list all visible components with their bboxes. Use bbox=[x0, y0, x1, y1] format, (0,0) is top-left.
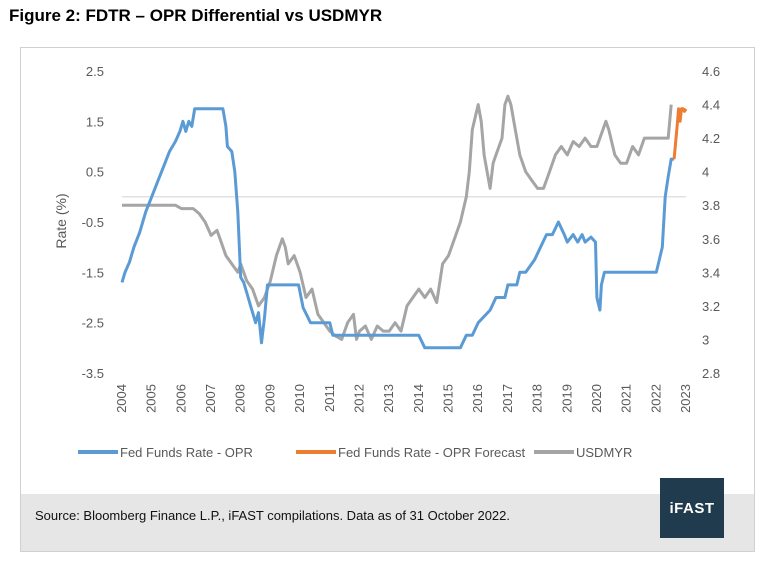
y-axis-ticks: 2.5 1.5 0.5 -0.5 -1.5 -2.5 -3.5 bbox=[82, 64, 104, 381]
series-lines bbox=[120, 94, 688, 350]
x-tick-label: 2004 bbox=[114, 384, 129, 413]
x-tick-label: 2020 bbox=[589, 384, 604, 413]
x-tick-label: 2008 bbox=[233, 384, 248, 413]
legend-label: Fed Funds Rate - OPR bbox=[120, 445, 253, 460]
x-tick-label: 2017 bbox=[500, 384, 515, 413]
x-tick-label: 2011 bbox=[322, 384, 337, 412]
y-tick-label: -0.5 bbox=[82, 215, 104, 230]
x-tick-label: 2018 bbox=[530, 384, 545, 413]
x-tick-label: 2014 bbox=[411, 384, 426, 413]
y-tick-label: 0.5 bbox=[86, 165, 104, 180]
y-tick-label: 1.5 bbox=[86, 114, 104, 129]
y-tick-label: 2.5 bbox=[86, 64, 104, 79]
y2-tick-label: 3.4 bbox=[702, 265, 720, 280]
x-tick-label: 2021 bbox=[619, 384, 634, 413]
y2-tick-label: 3 bbox=[702, 332, 709, 347]
x-tick-label: 2013 bbox=[381, 384, 396, 413]
y2-tick-label: 4.6 bbox=[702, 64, 720, 79]
x-tick-label: 2019 bbox=[559, 384, 574, 413]
x-tick-label: 2010 bbox=[292, 384, 307, 413]
y2-tick-label: 3.8 bbox=[702, 198, 720, 213]
y-tick-label: -3.5 bbox=[82, 366, 104, 381]
x-tick-label: 2016 bbox=[470, 384, 485, 413]
x-tick-label: 2023 bbox=[678, 384, 693, 413]
chart-panel bbox=[20, 47, 755, 552]
x-tick-label: 2015 bbox=[441, 384, 456, 413]
series-line-usdmyr bbox=[122, 94, 673, 341]
figure-title: Figure 2: FDTR – OPR Differential vs USD… bbox=[9, 6, 383, 25]
y-tick-label: -1.5 bbox=[82, 265, 104, 280]
x-tick-label: 2009 bbox=[262, 384, 277, 413]
series-line-fed-funds-opr-forecast bbox=[672, 107, 688, 160]
y2-tick-label: 2.8 bbox=[702, 366, 720, 381]
x-tick-label: 2007 bbox=[203, 384, 218, 413]
footer: Source: Bloomberg Finance L.P., iFAST co… bbox=[20, 494, 755, 552]
legend-label: USDMYR bbox=[576, 445, 632, 460]
y-axis-title: Rate (%) bbox=[53, 193, 69, 248]
x-tick-label: 2006 bbox=[173, 384, 188, 413]
y2-axis-ticks: 4.6 4.4 4.2 4 3.8 3.6 3.4 3.2 3 2.8 bbox=[702, 64, 720, 381]
y2-tick-label: 4.4 bbox=[702, 98, 720, 113]
x-axis-ticks: 2004 2005 2006 2007 2008 2009 2010 2011 2012 2013… bbox=[114, 384, 693, 413]
y-tick-label: -2.5 bbox=[82, 316, 104, 331]
y2-tick-label: 3.2 bbox=[702, 299, 720, 314]
y2-tick-label: 4 bbox=[702, 165, 709, 180]
x-tick-label: 2012 bbox=[351, 384, 366, 413]
series-line-fed-funds-opr bbox=[120, 107, 675, 350]
y2-tick-label: 4.2 bbox=[702, 131, 720, 146]
ifast-logo: iFAST bbox=[660, 478, 724, 538]
y2-tick-label: 3.6 bbox=[702, 232, 720, 247]
legend: Fed Funds Rate - OPR Fed Funds Rate - OPR… bbox=[78, 445, 632, 460]
legend-label: Fed Funds Rate - OPR Forecast bbox=[338, 445, 526, 460]
x-tick-label: 2005 bbox=[144, 384, 159, 413]
source-note: Source: Bloomberg Finance L.P., iFAST co… bbox=[35, 508, 511, 523]
x-tick-label: 2022 bbox=[648, 384, 663, 413]
